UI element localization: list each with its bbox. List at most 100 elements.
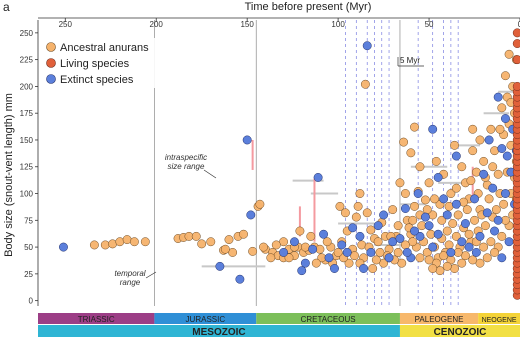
ancestral-point <box>468 124 478 134</box>
extinct-point <box>337 240 347 250</box>
extinct-point <box>433 229 443 239</box>
extinct-point <box>410 226 419 236</box>
ancestral-point <box>444 240 454 250</box>
extinct-point <box>330 264 339 273</box>
y-tick-label: 125 <box>20 163 34 172</box>
legend: Ancestral anurans Living species Extinct… <box>40 38 168 88</box>
ancestral-point <box>475 135 485 145</box>
extinct-point <box>384 253 394 263</box>
x-tick-label: 250 <box>59 20 73 29</box>
ancestral-point <box>457 162 467 172</box>
axes: 250 200 150 100 50 0 0 25 50 75 100 125 150 175 200 225… <box>20 17 520 306</box>
ancestral-point <box>415 253 425 263</box>
ancestral-point <box>495 124 505 134</box>
ancestral-point <box>457 258 467 268</box>
legend-marker-living <box>46 58 56 68</box>
data-points <box>59 28 520 300</box>
ancestral-point <box>395 178 405 188</box>
period-label: JURASSIC <box>186 315 226 324</box>
ancestral-point <box>366 225 376 235</box>
ancestral-point <box>500 71 510 81</box>
ancestral-point <box>335 201 345 211</box>
extinct-point <box>319 229 329 239</box>
x-tick-label: 100 <box>331 20 345 29</box>
extinct-point <box>464 242 474 252</box>
ancestral-point <box>466 176 476 186</box>
y-tick-label: 100 <box>20 190 34 199</box>
y-tick-label: 175 <box>20 109 34 118</box>
period-band <box>256 313 400 324</box>
legend-marker-extinct <box>46 74 56 84</box>
ancestral-point <box>371 255 381 265</box>
ancestral-point <box>422 205 432 215</box>
extinct-point <box>235 274 245 284</box>
geologic-time-bands: TRIASSIC JURASSIC CRETACEOUS PALEOGENE NEOGE… <box>38 313 520 337</box>
ancestral-point <box>424 255 434 265</box>
extinct-point <box>400 204 410 213</box>
ancestral-point <box>486 237 496 247</box>
extinct-point <box>475 231 485 241</box>
period-band <box>478 313 520 324</box>
extinct-point <box>308 244 318 254</box>
extinct-point <box>442 210 452 220</box>
ancestral-point <box>360 79 370 89</box>
ancestral-point <box>442 226 452 236</box>
period-label: CRETACEOUS <box>301 315 356 324</box>
ancestral-point <box>420 195 430 205</box>
ancestral-point <box>248 246 258 256</box>
extinct-point <box>457 237 467 247</box>
extinct-point <box>413 189 423 198</box>
annotation-intraspecific: intraspecific size range <box>165 153 217 179</box>
ancestral-point <box>295 226 305 236</box>
extinct-point <box>470 194 479 204</box>
ancestral-point <box>493 169 503 179</box>
legend-label-living: Living species <box>60 58 130 70</box>
extinct-point <box>420 212 430 222</box>
extinct-point <box>297 266 307 276</box>
period-band <box>154 313 257 324</box>
period-label: PALEOGENE <box>415 315 464 324</box>
y-tick-label: 0 <box>29 297 34 306</box>
extinct-point <box>342 247 352 257</box>
ancestral-point <box>428 264 438 273</box>
living-point <box>512 81 520 91</box>
annotation-5myr: 5 Myr <box>397 56 424 67</box>
ancestral-point <box>306 231 316 241</box>
ancestral-point <box>410 122 419 132</box>
extinct-point <box>59 242 68 252</box>
ancestral-point <box>424 178 434 188</box>
ancestral-point <box>311 258 321 268</box>
ancestral-point <box>266 253 276 263</box>
x-axis-title: Time before present (Myr) <box>245 1 372 13</box>
extinct-point <box>446 247 456 257</box>
extinct-point <box>451 199 461 209</box>
ancestral-point <box>400 189 410 198</box>
ancestral-point <box>431 156 441 166</box>
extinct-point <box>359 264 369 273</box>
ancestral-point <box>479 156 489 166</box>
period-band <box>38 313 155 324</box>
extinct-point <box>471 247 481 257</box>
ancestral-point <box>206 237 216 247</box>
annotation-intraspecific-line2: size range <box>168 162 205 171</box>
era-band <box>399 325 520 337</box>
extinct-point <box>493 215 503 225</box>
annotation-intraspecific-line1: intraspecific <box>165 153 207 162</box>
period-label: NEOGENE <box>482 317 517 324</box>
ancestral-point <box>504 49 514 59</box>
ancestral-point <box>344 258 354 268</box>
ancestral-point <box>388 205 398 215</box>
extinct-point <box>500 114 510 123</box>
ancestral-point <box>375 247 385 257</box>
ancestral-point <box>89 240 99 250</box>
extinct-point <box>479 169 489 179</box>
ancestral-point <box>373 237 383 247</box>
ancestral-point <box>430 194 439 204</box>
extinct-point <box>497 144 507 153</box>
ancestral-point <box>437 215 447 225</box>
ancestral-point <box>408 215 418 225</box>
extinct-point <box>355 231 365 241</box>
y-tick-label: 150 <box>20 136 34 145</box>
era-band <box>38 325 400 337</box>
